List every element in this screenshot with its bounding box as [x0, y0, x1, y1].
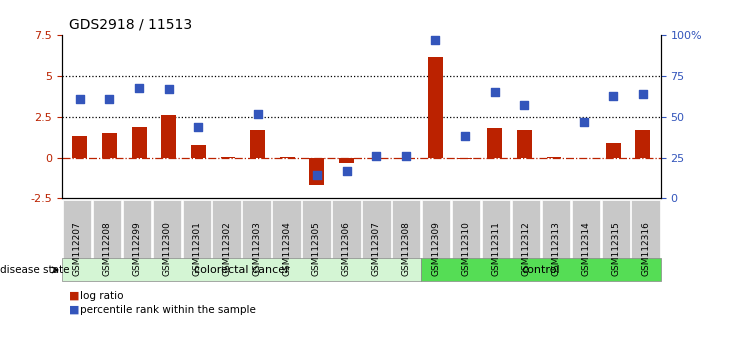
Text: GSM112207: GSM112207	[72, 221, 82, 276]
Text: GSM112309: GSM112309	[431, 221, 441, 276]
Bar	[250, 130, 265, 158]
Bar	[606, 143, 620, 158]
Text: GSM112306: GSM112306	[342, 221, 351, 276]
Text: log ratio: log ratio	[80, 291, 124, 301]
Text: GSM112312: GSM112312	[521, 221, 531, 276]
Point	[104, 96, 115, 102]
Point	[252, 111, 264, 116]
Point	[311, 173, 323, 178]
Bar	[161, 115, 176, 158]
Text: GSM112316: GSM112316	[641, 221, 650, 276]
Bar	[458, 158, 472, 159]
Bar	[517, 130, 531, 158]
Text: GSM112208: GSM112208	[102, 221, 112, 276]
Bar	[191, 144, 206, 158]
Text: ■: ■	[69, 305, 80, 315]
Text: control: control	[522, 265, 560, 275]
Text: GSM112310: GSM112310	[461, 221, 471, 276]
Point	[400, 153, 412, 159]
Bar	[280, 157, 295, 158]
Bar	[369, 158, 383, 160]
Point	[637, 91, 649, 97]
Text: GSM112302: GSM112302	[222, 221, 231, 276]
Text: GSM112313: GSM112313	[551, 221, 561, 276]
Text: GSM112303: GSM112303	[252, 221, 261, 276]
Text: ■: ■	[69, 291, 80, 301]
Bar	[339, 158, 354, 163]
Text: GSM112305: GSM112305	[312, 221, 321, 276]
Bar	[547, 157, 561, 158]
Text: GSM112300: GSM112300	[162, 221, 172, 276]
Point	[518, 103, 530, 108]
Text: colorectal cancer: colorectal cancer	[193, 265, 290, 275]
Point	[193, 124, 204, 130]
Point	[74, 96, 85, 102]
Text: GSM112311: GSM112311	[491, 221, 501, 276]
Text: disease state: disease state	[0, 265, 69, 275]
Point	[429, 38, 441, 43]
Text: GSM112304: GSM112304	[282, 221, 291, 276]
Text: GSM112299: GSM112299	[132, 221, 142, 276]
Bar	[488, 128, 502, 158]
Text: GSM112307: GSM112307	[372, 221, 381, 276]
Text: GSM112301: GSM112301	[192, 221, 201, 276]
Point	[370, 153, 382, 159]
Point	[459, 133, 471, 139]
Bar	[635, 130, 650, 158]
Text: GDS2918 / 11513: GDS2918 / 11513	[69, 18, 193, 32]
Bar	[72, 136, 88, 158]
Bar	[310, 158, 324, 185]
Bar	[428, 57, 443, 158]
Bar	[102, 133, 117, 158]
Point	[607, 93, 619, 98]
Bar	[220, 157, 235, 158]
Text: GSM112308: GSM112308	[402, 221, 411, 276]
Point	[489, 90, 501, 95]
Point	[163, 86, 174, 92]
Point	[577, 119, 589, 125]
Bar	[131, 127, 147, 158]
Text: percentile rank within the sample: percentile rank within the sample	[80, 305, 256, 315]
Point	[134, 85, 145, 90]
Bar	[399, 158, 413, 159]
Point	[341, 168, 353, 173]
Text: GSM112315: GSM112315	[611, 221, 620, 276]
Text: GSM112314: GSM112314	[581, 221, 591, 276]
